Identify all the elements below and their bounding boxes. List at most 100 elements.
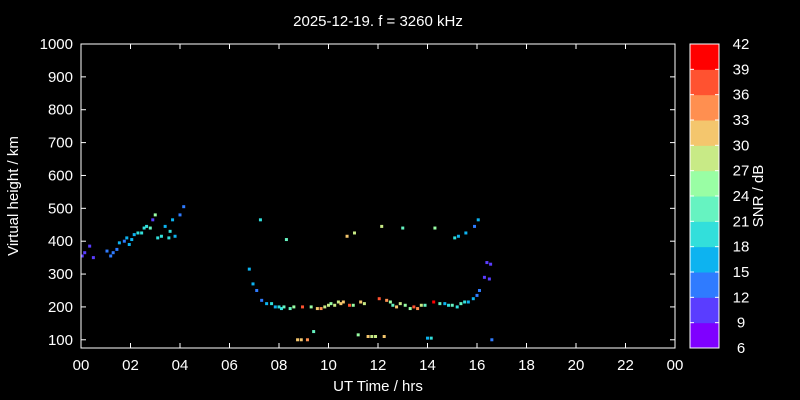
data-point (282, 305, 286, 309)
data-point (433, 226, 437, 230)
data-point (380, 224, 384, 228)
x-tick-label: 04 (172, 357, 189, 374)
data-point (356, 333, 360, 337)
data-point (111, 251, 115, 255)
data-point (408, 307, 412, 311)
colorbar-segment (690, 44, 719, 70)
data-point (429, 336, 433, 340)
data-point (117, 241, 121, 245)
data-point (463, 300, 467, 304)
data-point (178, 213, 182, 217)
data-point (182, 205, 186, 209)
data-point (447, 303, 451, 307)
data-point (487, 277, 491, 281)
data-point (167, 236, 171, 240)
data-point (385, 298, 389, 302)
data-point (455, 305, 459, 309)
data-point (265, 302, 269, 306)
y-tick-label: 600 (48, 167, 73, 184)
colorbar-segment (690, 322, 719, 349)
colorbar-segment (690, 297, 719, 324)
x-axis: 00 02 04 06 08 10 12 14 16 18 20 22 00 (73, 44, 684, 374)
data-point (247, 267, 251, 271)
x-tick-label: 06 (221, 357, 238, 374)
colorbar-tick-label: 33 (733, 112, 750, 129)
data-point (125, 236, 129, 240)
colorbar-tick-label: 36 (733, 87, 750, 104)
data-point (105, 249, 109, 253)
x-tick-label: 00 (73, 357, 90, 374)
x-tick-label: 18 (518, 357, 535, 374)
data-point (333, 303, 337, 307)
colorbar-segment (690, 221, 719, 248)
data-point (456, 234, 460, 238)
data-point (359, 300, 363, 304)
y-tick-label: 200 (48, 299, 73, 316)
colorbar-tick-label: 6 (737, 340, 745, 357)
x-tick-label: 12 (370, 357, 387, 374)
colorbar-segment (690, 196, 719, 222)
colorbar-tick-label: 12 (733, 289, 750, 306)
data-point (136, 231, 140, 235)
data-point (312, 330, 316, 334)
data-point (339, 302, 343, 306)
colorbar-tick-label: 39 (733, 61, 750, 78)
data-point (348, 303, 352, 307)
data-point (279, 307, 283, 311)
y-axis-label: Virtual height / km (5, 136, 22, 256)
colorbar-segment (690, 246, 719, 273)
data-point (163, 224, 167, 228)
data-point (145, 224, 149, 228)
data-point (159, 234, 163, 238)
data-point (153, 213, 157, 217)
y-tick-label: 500 (48, 200, 73, 217)
data-point (299, 338, 303, 342)
data-point (412, 305, 416, 309)
colorbar-segment (690, 170, 719, 197)
snr-colorbar: 6 9 12 15 18 21 24 27 30 33 36 39 42 (689, 36, 750, 357)
data-point (476, 218, 480, 222)
y-tick-label: 800 (48, 102, 73, 119)
data-point (151, 218, 155, 222)
data-point (148, 226, 152, 230)
data-point (475, 293, 479, 297)
data-point (377, 297, 381, 301)
x-tick-label: 20 (568, 357, 585, 374)
colorbar-segment (690, 272, 719, 298)
data-point (296, 338, 300, 342)
data-point (319, 307, 323, 311)
data-point (109, 254, 113, 258)
data-point (489, 262, 493, 266)
data-point (130, 238, 134, 242)
data-point (401, 226, 405, 230)
data-point (453, 236, 457, 240)
data-point (473, 224, 477, 228)
data-point (398, 302, 402, 306)
x-axis-label: UT Time / hrs (333, 378, 423, 395)
data-point (80, 254, 84, 258)
data-point (156, 236, 160, 240)
x-tick-label: 22 (617, 357, 634, 374)
data-point (336, 300, 340, 304)
data-point (416, 307, 420, 311)
chart-title: 2025-12-19. f = 3260 kHz (293, 13, 463, 30)
data-point (464, 231, 468, 235)
data-point (132, 233, 136, 237)
colorbar-tick-label: 9 (737, 315, 745, 332)
data-point (255, 288, 259, 292)
data-point (482, 275, 486, 279)
data-point (277, 305, 281, 309)
data-point (423, 303, 427, 307)
data-point (305, 338, 309, 342)
data-point (309, 305, 313, 309)
colorbar-tick-label: 27 (733, 163, 750, 180)
x-tick-label: 00 (667, 357, 684, 374)
data-point (83, 251, 87, 255)
colorbar-tick-label: 30 (733, 137, 750, 154)
colorbar-segment (690, 120, 719, 146)
x-tick-label: 02 (122, 357, 139, 374)
data-point (345, 234, 349, 238)
colorbar-tick-label: 21 (733, 213, 750, 230)
data-point (471, 297, 475, 301)
